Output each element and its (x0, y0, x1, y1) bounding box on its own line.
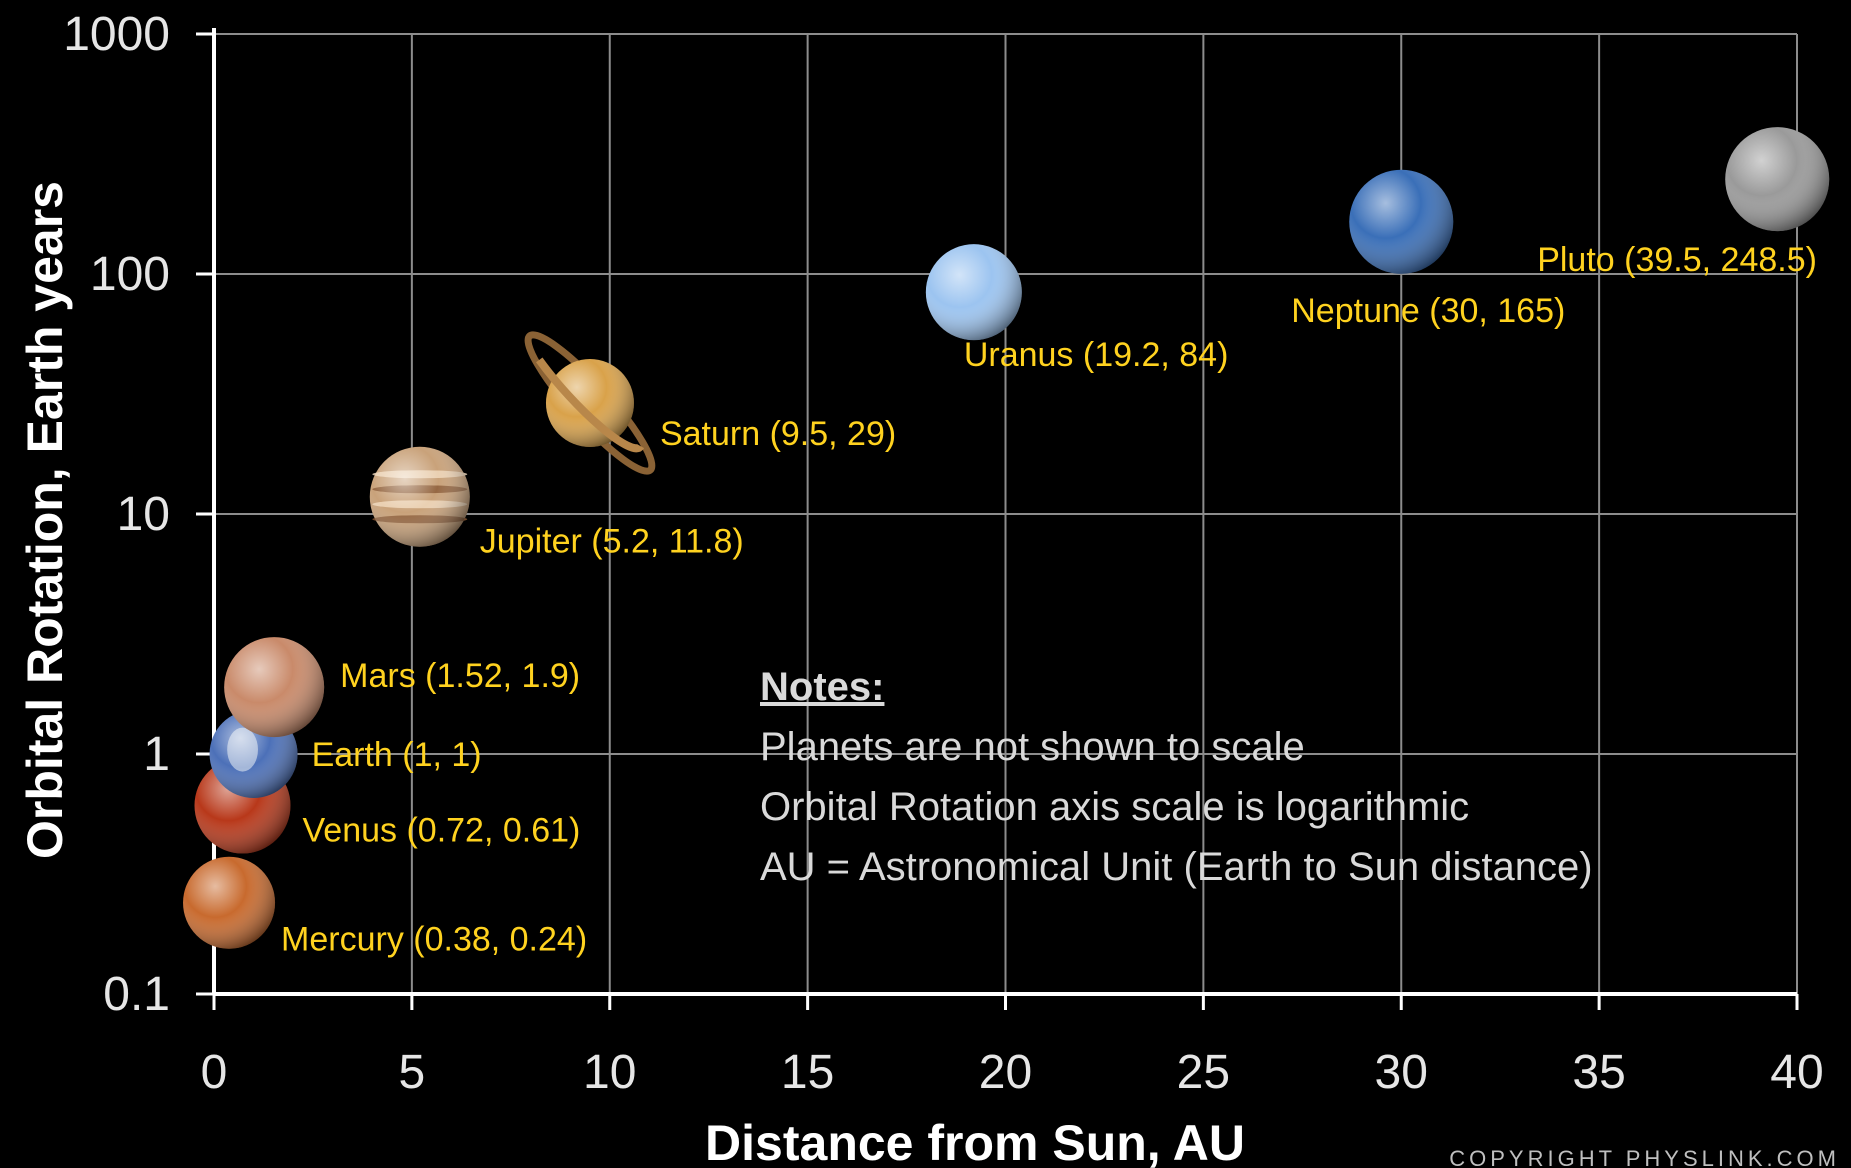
y-tick-label: 0.1 (103, 968, 170, 1021)
x-tick-label: 5 (399, 1046, 426, 1099)
x-axis-title: Distance from Sun, AU (705, 1115, 1245, 1168)
x-tick-label: 10 (583, 1046, 636, 1099)
y-tick-label: 1000 (63, 8, 170, 61)
tick-labels: 0 5 10 15 20 25 30 35 40 0.1 1 10 100 1000 (63, 8, 1823, 1099)
data-label: Pluto (39.5, 248.5) (1537, 241, 1817, 279)
pluto-planet-icon (1725, 127, 1830, 232)
y-tick-label: 100 (90, 248, 170, 301)
notes-box: Notes: Planets are not shown to scale Or… (760, 665, 1593, 889)
data-label: Mercury (0.38, 0.24) (281, 921, 587, 959)
planet-shading (224, 637, 325, 738)
data-points (183, 127, 1830, 949)
planet-shading (183, 856, 276, 949)
notes-line-3: AU = Astronomical Unit (Earth to Sun dis… (760, 845, 1593, 889)
mercury-planet-icon (183, 856, 276, 949)
data-label: Neptune (30, 165) (1291, 292, 1565, 330)
x-tick-label: 40 (1770, 1046, 1823, 1099)
data-label: Mars (1.52, 1.9) (340, 657, 580, 695)
planet-shading (1725, 127, 1830, 232)
jupiter-planet-icon (369, 446, 470, 547)
x-tick-label: 35 (1572, 1046, 1625, 1099)
data-label: Uranus (19.2, 84) (964, 336, 1229, 374)
planet-shading (1349, 169, 1454, 274)
x-tick-label: 30 (1375, 1046, 1428, 1099)
notes-line-2: Orbital Rotation axis scale is logarithm… (760, 785, 1469, 829)
y-tick-label: 10 (117, 488, 170, 541)
planet-shading (925, 244, 1022, 341)
x-tick-label: 25 (1177, 1046, 1230, 1099)
notes-line-1: Planets are not shown to scale (760, 725, 1305, 769)
data-label: Saturn (9.5, 29) (660, 415, 896, 453)
data-label: Venus (0.72, 0.61) (302, 812, 580, 850)
copyright-text: COPYRIGHT PHYSLINK.COM (1449, 1146, 1840, 1168)
x-tick-label: 20 (979, 1046, 1032, 1099)
saturn-ring-front (536, 357, 645, 453)
neptune-planet-icon (1349, 169, 1454, 274)
planet-shading (545, 359, 634, 448)
uranus-planet-icon (925, 244, 1022, 341)
x-tick-label: 0 (201, 1046, 228, 1099)
data-label: Earth (1, 1) (312, 736, 482, 774)
x-tick-label: 15 (781, 1046, 834, 1099)
notes-title: Notes: (760, 665, 884, 709)
saturn-planet-icon (524, 331, 656, 475)
data-labels: Mercury (0.38, 0.24) Venus (0.72, 0.61) Ea… (281, 241, 1817, 959)
data-label: Jupiter (5.2, 11.8) (480, 523, 744, 561)
y-axis-title: Orbital Rotation, Earth years (17, 181, 73, 859)
planet-shading (369, 446, 470, 547)
y-tick-label: 1 (143, 728, 170, 781)
mars-planet-icon (224, 637, 325, 738)
